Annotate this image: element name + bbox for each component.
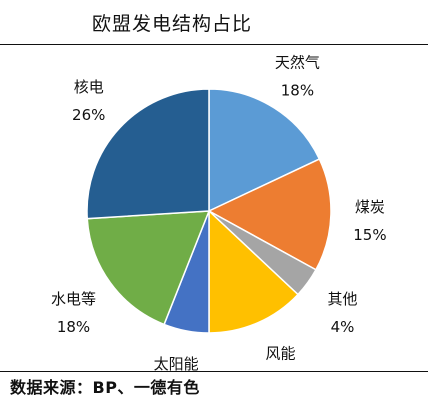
pie-slice-0 [208,88,321,213]
slice-label-name: 水电等 [51,290,96,308]
bottom-divider [0,371,428,372]
chart-title: 欧盟发电结构占比 [91,13,252,35]
pie-slice-6 [86,88,210,220]
slice-label-value: 18% [57,318,90,336]
slice-label-value: 26% [72,106,105,124]
slice-label-name: 风能 [266,344,296,362]
pie-slice-3 [208,209,299,334]
top-divider [0,44,428,45]
source-note: 数据来源：BP、一德有色 [10,378,200,397]
slice-label-name: 天然气 [275,54,320,72]
slice-label-value: 15% [353,226,386,244]
slice-label-name: 煤炭 [355,198,385,216]
slice-label-value: 4% [331,318,355,336]
slice-label-value: 18% [281,82,314,100]
slice-label-name: 太阳能 [154,355,199,371]
slice-label-name: 核电 [74,78,104,96]
slice-label-name: 其他 [327,290,357,308]
pie-slice-1 [207,158,332,271]
pie-slice-5 [86,210,211,326]
